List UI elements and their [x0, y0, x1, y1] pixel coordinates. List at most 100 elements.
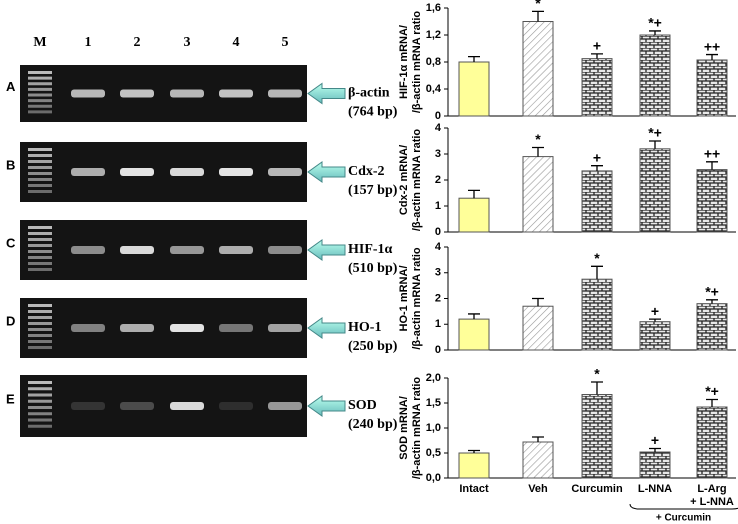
marker-band — [28, 110, 52, 114]
marker-band — [28, 346, 52, 349]
bar — [522, 156, 554, 233]
gel-band — [120, 246, 154, 254]
significance-label: * — [594, 366, 600, 382]
arrow — [307, 317, 346, 339]
lane-label: M — [33, 35, 46, 50]
y-tick-label: 0 — [435, 110, 441, 122]
y-axis-label: SOD mRNA/ — [398, 396, 410, 460]
y-tick-label: 0 — [435, 226, 441, 238]
marker-band — [28, 334, 52, 337]
marker-band — [28, 87, 52, 91]
gel-band — [120, 402, 154, 410]
gene-label: SOD — [348, 398, 377, 413]
y-tick-label: 3 — [435, 267, 441, 279]
gel-band — [219, 89, 253, 98]
bar — [581, 278, 613, 351]
marker-band — [28, 154, 52, 157]
marker-band — [28, 238, 52, 241]
gel-band — [170, 246, 204, 254]
gel-image — [20, 65, 307, 122]
error-bar — [468, 449, 480, 453]
marker-band — [28, 250, 52, 253]
marker-band — [28, 304, 52, 307]
gel-band — [219, 324, 253, 332]
size-label: (250 bp) — [348, 339, 398, 354]
significance-label: + — [593, 38, 601, 54]
error-bar — [706, 398, 718, 407]
gel-band — [170, 324, 204, 332]
lane-label: 1 — [85, 35, 92, 50]
arrow — [307, 395, 346, 417]
y-tick-label: 3 — [435, 148, 441, 160]
significance-label: + — [593, 149, 601, 165]
marker-band — [28, 322, 52, 325]
error-bar — [468, 189, 480, 199]
group-label: + Curcumin — [656, 513, 711, 524]
marker-band — [28, 104, 52, 108]
error-bar — [591, 381, 603, 395]
arrow — [307, 239, 346, 261]
marker-band — [28, 99, 52, 103]
size-label: (510 bp) — [348, 261, 398, 276]
y-tick-label: 0,8 — [426, 56, 441, 68]
marker-band — [28, 399, 52, 403]
marker-band — [28, 328, 52, 331]
y-tick-label: 1,0 — [426, 422, 441, 434]
panel-letter: B — [6, 157, 15, 172]
marker-band — [28, 381, 52, 384]
y-axis-label: /β-actin mRNA ratio — [411, 247, 423, 350]
y-axis-label: /β-actin mRNA ratio — [411, 11, 423, 114]
gene-label: Cdx-2 — [348, 164, 385, 179]
bar — [696, 303, 728, 351]
significance-label: ++ — [704, 38, 720, 54]
error-bar — [706, 53, 718, 60]
marker-band — [28, 393, 52, 397]
y-tick-label: 1,2 — [426, 29, 441, 41]
group-bracket — [629, 503, 738, 510]
marker-band — [28, 226, 52, 229]
x-tick-label: Veh — [528, 483, 548, 495]
lane-label: 4 — [233, 35, 240, 50]
error-bar — [468, 55, 480, 62]
x-tick-label: Curcumin — [571, 483, 623, 495]
gel-band — [120, 168, 154, 176]
size-label: (157 bp) — [348, 183, 398, 198]
gel-band — [170, 402, 204, 410]
significance-label: *+ — [705, 383, 719, 399]
x-tick-label: Intact — [459, 483, 489, 495]
arrow — [307, 82, 346, 105]
marker-band — [28, 172, 52, 175]
significance-label: + — [651, 432, 659, 448]
marker-band — [28, 76, 52, 80]
marker-band — [28, 387, 52, 391]
bar — [581, 58, 613, 117]
gel-band — [268, 246, 302, 254]
gel-band — [268, 324, 302, 332]
y-tick-label: 2 — [435, 174, 441, 186]
marker-band — [28, 82, 52, 86]
gel-band — [219, 402, 253, 410]
panel-letter: D — [6, 313, 15, 328]
bar — [522, 21, 554, 117]
gel-band — [268, 168, 302, 176]
marker-band — [28, 184, 52, 187]
lane-label: 3 — [184, 35, 191, 50]
error-bar — [468, 313, 480, 320]
marker-band — [28, 166, 52, 169]
marker-band — [28, 424, 52, 428]
lane-label: 5 — [282, 35, 289, 50]
error-bar — [649, 30, 661, 35]
panel-letter: E — [6, 391, 15, 406]
significance-label: *+ — [648, 15, 662, 31]
gel-band — [71, 89, 105, 98]
marker-band — [28, 190, 52, 193]
gel-band — [120, 89, 154, 98]
gel-band — [170, 89, 204, 98]
error-bar — [532, 297, 544, 307]
gel-band — [268, 402, 302, 410]
marker-band — [28, 316, 52, 319]
bar — [522, 441, 554, 479]
marker-band — [28, 256, 52, 259]
y-axis-label: HO-1 mRNA/ — [398, 265, 410, 331]
significance-label: *+ — [648, 125, 662, 141]
